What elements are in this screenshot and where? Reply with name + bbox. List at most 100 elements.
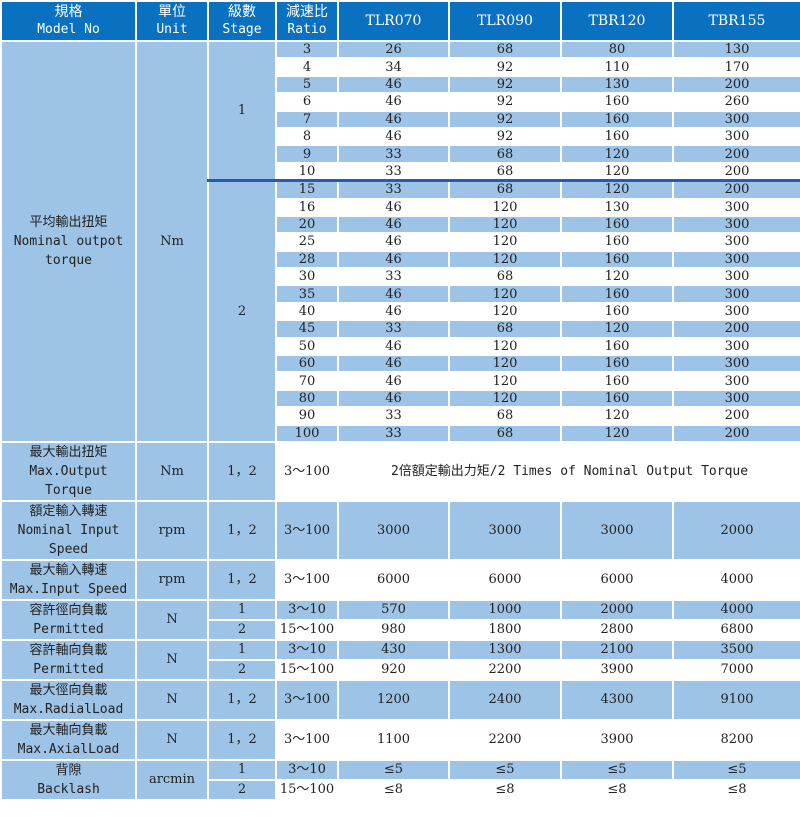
value-cell: 170 [672, 57, 800, 77]
value-cell: 8200 [672, 718, 800, 761]
ratio-cell: 28 [275, 249, 339, 270]
table-row: 35 46 120 160 300 [1, 284, 800, 304]
value-cell: 300 [672, 267, 800, 287]
ratio-cell: 3～10 [275, 758, 339, 781]
value-cell: ≤5 [672, 758, 800, 781]
spec-table: 規格 Model No 單位 Unit 級數 Stage 減速比 Ratio TLR07… [0, 0, 800, 801]
value-cell: 46 [337, 336, 450, 357]
value-cell: 120 [448, 249, 562, 270]
ratio-cell: 70 [275, 371, 339, 391]
stage-cell: 2 [207, 778, 277, 801]
spec-label: 容許徑向負載 Permitted [0, 598, 137, 641]
ratio-cell: 60 [275, 354, 339, 374]
value-cell: 2400 [448, 678, 562, 721]
table-row: 2 15～100 920 2200 3900 7000 [1, 658, 800, 681]
value-cell: 300 [672, 249, 800, 270]
header-model: TLR090 [448, 0, 562, 42]
unit-cell: N [135, 598, 209, 641]
stage-cell: 1，2 [207, 499, 277, 561]
value-cell: ≤8 [560, 778, 674, 801]
value-cell: 430 [337, 638, 450, 661]
value-cell: 120 [448, 388, 562, 409]
value-cell: 120 [448, 197, 562, 217]
value-cell: 200 [672, 319, 800, 339]
value-cell: 200 [672, 406, 800, 426]
value-cell: 46 [337, 284, 450, 304]
value-cell: 68 [448, 161, 562, 183]
value-cell: 300 [672, 354, 800, 374]
value-cell: 68 [448, 39, 562, 60]
value-cell: 300 [672, 214, 800, 235]
value-cell: 33 [337, 161, 450, 183]
table-row: 30 33 68 120 300 [1, 267, 800, 287]
stage-cell: 1 [207, 40, 277, 183]
spec-label: 平均輸出扭矩 Nominal outpot torque [0, 40, 137, 443]
value-cell: 6000 [337, 558, 450, 601]
ratio-cell: 15～100 [275, 778, 339, 801]
value-cell: 120 [448, 284, 562, 304]
value-cell: ≤8 [672, 778, 800, 801]
value-cell: 3000 [560, 499, 674, 561]
value-cell: 160 [560, 354, 674, 374]
value-cell: 300 [672, 284, 800, 304]
header-stage: 級數 Stage [207, 0, 277, 42]
ratio-cell: 8 [275, 126, 339, 147]
value-cell: 33 [337, 179, 450, 200]
value-cell: ≤5 [560, 758, 674, 781]
value-cell: 300 [672, 126, 800, 147]
value-cell: 46 [337, 214, 450, 235]
value-cell: 200 [672, 423, 800, 444]
ratio-cell: 25 [275, 232, 339, 252]
value-cell: 3000 [448, 499, 562, 561]
value-cell: 300 [672, 232, 800, 252]
label-line: Max.Input Speed [9, 581, 128, 597]
value-cell: 300 [672, 336, 800, 357]
table-row: 20 46 120 160 300 [1, 214, 800, 235]
unit-cell: Nm [135, 440, 209, 502]
value-cell: 160 [560, 92, 674, 112]
header-ratio: 減速比 Ratio [275, 0, 339, 42]
table-row: 40 46 120 160 300 [1, 301, 800, 322]
label-line: Torque [45, 482, 92, 498]
table-row: 60 46 120 160 300 [1, 354, 800, 374]
header-row: 規格 Model No 單位 Unit 級數 Stage 減速比 Ratio TLR07… [0, 0, 800, 42]
value-cell: 4000 [672, 558, 800, 601]
value-cell: 200 [672, 161, 800, 183]
value-cell: 300 [672, 301, 800, 322]
ratio-cell: 20 [275, 214, 339, 235]
table-row: 8 46 92 160 300 [1, 126, 800, 147]
label-line: 最大輸出扭矩 [29, 444, 108, 460]
value-cell: 4300 [560, 678, 674, 721]
label-line: 額定輸入轉速 [29, 503, 108, 519]
value-cell: 300 [672, 371, 800, 391]
ratio-cell: 45 [275, 319, 339, 339]
value-cell: 92 [448, 126, 562, 147]
value-cell: 46 [337, 371, 450, 391]
value-cell: 120 [560, 406, 674, 426]
value-cell: 68 [448, 319, 562, 339]
value-cell: ≤8 [448, 778, 562, 801]
ratio-cell: 90 [275, 406, 339, 426]
table-row: 4 34 92 110 170 [1, 57, 800, 77]
value-cell: 200 [672, 74, 800, 95]
table-row: 容許徑向負載 Permitted N 1 3～10 570 1000 2000 4000 [0, 598, 800, 641]
value-cell: 4000 [672, 598, 800, 621]
table-row: 最大輸出扭矩 Max.Output Torque Nm 1，2 3～100 2倍額定輸出力矩… [0, 440, 800, 502]
spec-label: 容許軸向負載 Permitted [0, 638, 137, 681]
table-row: 2 15～100 980 1800 2800 6800 [1, 618, 800, 641]
unit-cell: rpm [135, 558, 209, 601]
table-row: 70 46 120 160 300 [1, 371, 800, 391]
header-model: TLR070 [337, 0, 450, 42]
value-cell: 33 [337, 144, 450, 164]
value-cell: 46 [337, 197, 450, 217]
value-cell: 120 [560, 319, 674, 339]
table-row: 額定輸入轉速 Nominal Input Speed rpm 1，2 3～100 3000 3… [0, 499, 800, 561]
value-cell: ≤8 [337, 778, 450, 801]
stage-cell: 2 [207, 658, 277, 681]
value-cell: 6000 [448, 558, 562, 601]
value-cell: 120 [560, 179, 674, 200]
label-line: 平均輸出扭矩 [29, 214, 108, 230]
value-cell: 3500 [672, 638, 800, 661]
value-cell: 160 [560, 214, 674, 235]
ratio-cell: 3～100 [275, 558, 339, 601]
